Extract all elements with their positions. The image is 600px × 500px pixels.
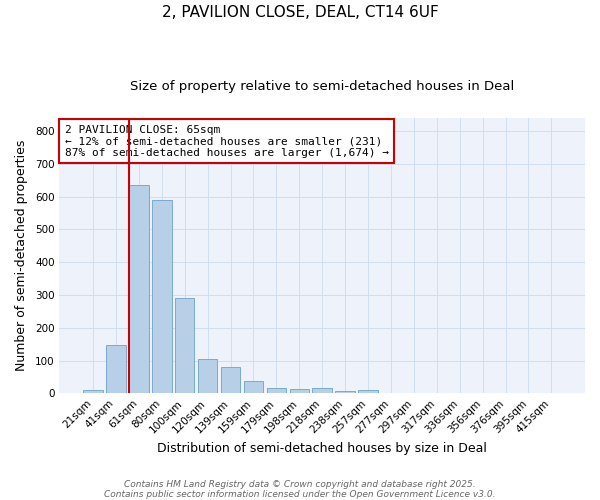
Bar [175, 298, 194, 394]
Bar [244, 381, 263, 394]
Bar [221, 367, 240, 394]
Bar [83, 390, 103, 394]
Text: 2 PAVILION CLOSE: 65sqm
← 12% of semi-detached houses are smaller (231)
87% of s: 2 PAVILION CLOSE: 65sqm ← 12% of semi-de… [65, 124, 389, 158]
Text: Contains HM Land Registry data © Crown copyright and database right 2025.
Contai: Contains HM Land Registry data © Crown c… [104, 480, 496, 499]
Bar [198, 359, 217, 394]
X-axis label: Distribution of semi-detached houses by size in Deal: Distribution of semi-detached houses by … [157, 442, 487, 455]
Bar [335, 392, 355, 394]
Bar [266, 388, 286, 394]
Bar [358, 390, 378, 394]
Bar [129, 185, 149, 394]
Bar [152, 200, 172, 394]
Bar [290, 389, 309, 394]
Y-axis label: Number of semi-detached properties: Number of semi-detached properties [15, 140, 28, 371]
Text: 2, PAVILION CLOSE, DEAL, CT14 6UF: 2, PAVILION CLOSE, DEAL, CT14 6UF [161, 5, 439, 20]
Title: Size of property relative to semi-detached houses in Deal: Size of property relative to semi-detach… [130, 80, 514, 93]
Bar [106, 345, 126, 394]
Bar [313, 388, 332, 394]
